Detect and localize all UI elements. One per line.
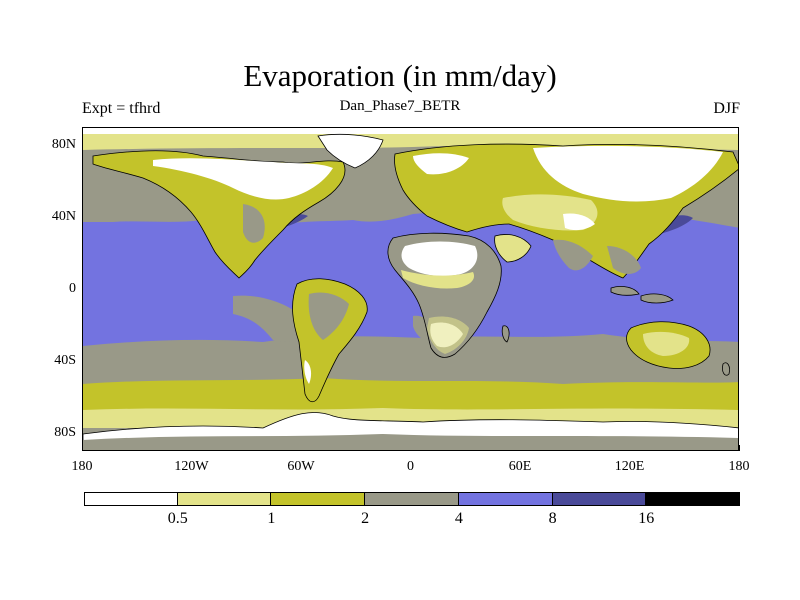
lat-tick-label: 40S	[54, 353, 76, 368]
colorbar-swatch	[552, 492, 647, 506]
colorbar-label: 1	[267, 510, 276, 527]
lon-tick-label: 120W	[174, 459, 209, 474]
lat-tick-label: 80S	[54, 425, 76, 440]
sahel-low	[401, 270, 475, 289]
chart-subtitle: Dan_Phase7_BETR	[339, 98, 461, 114]
southern-ocean-moderate	[83, 378, 738, 418]
south-america-interior	[308, 292, 349, 340]
north-america-east	[243, 204, 265, 243]
map-panel	[82, 127, 739, 451]
north-america-interior	[153, 158, 333, 200]
lon-tick-label: 120E	[614, 459, 645, 474]
colorbar-swatch	[84, 492, 178, 506]
indonesia	[610, 286, 674, 304]
evaporation-map	[83, 128, 738, 450]
siberia-white	[533, 145, 723, 202]
lon-tick-mark	[739, 445, 740, 451]
chart-title: Evaporation (in mm/day)	[243, 58, 557, 93]
colorbar-label: 16	[638, 510, 655, 527]
colorbar-swatch	[646, 492, 740, 506]
australia-interior	[643, 331, 690, 356]
colorbar-label: 4	[454, 510, 463, 527]
sahara-white	[401, 241, 478, 276]
lat-tick-label: 0	[69, 281, 76, 296]
colorbar-label: 0.5	[167, 510, 188, 527]
se-asia-grey	[607, 246, 641, 274]
new-zealand	[722, 362, 730, 376]
lat-tick-label: 80N	[51, 137, 76, 152]
colorbar-swatch	[458, 492, 553, 506]
colorbar-swatch	[177, 492, 272, 506]
patagonia-dry	[304, 360, 312, 384]
southern-africa-low	[427, 316, 469, 354]
colorbar-swatch	[271, 492, 366, 506]
lon-tick-label: 180	[728, 459, 750, 474]
tibet-white	[563, 213, 595, 231]
colorbar-label: 8	[548, 510, 557, 527]
lon-tick-label: 180	[71, 459, 93, 474]
lon-tick-label: 60W	[287, 459, 315, 474]
colorbar-label: 2	[361, 510, 370, 527]
arctic-white	[83, 128, 738, 134]
lon-tick-label: 0	[407, 459, 414, 474]
arabia	[494, 234, 532, 263]
colorbar-swatch	[365, 492, 459, 506]
pacific-upwelling	[233, 295, 313, 342]
greenland	[317, 133, 384, 169]
antarctic-shelf-grey	[83, 434, 738, 450]
lat-tick-label: 40N	[51, 209, 76, 224]
south-asia-grey	[553, 239, 593, 271]
north-europe-white	[413, 153, 469, 175]
season-label: DJF	[713, 100, 740, 117]
madagascar	[501, 325, 510, 343]
lon-tick-label: 60E	[508, 459, 532, 474]
experiment-label: Expt = tfhrd	[82, 100, 161, 117]
